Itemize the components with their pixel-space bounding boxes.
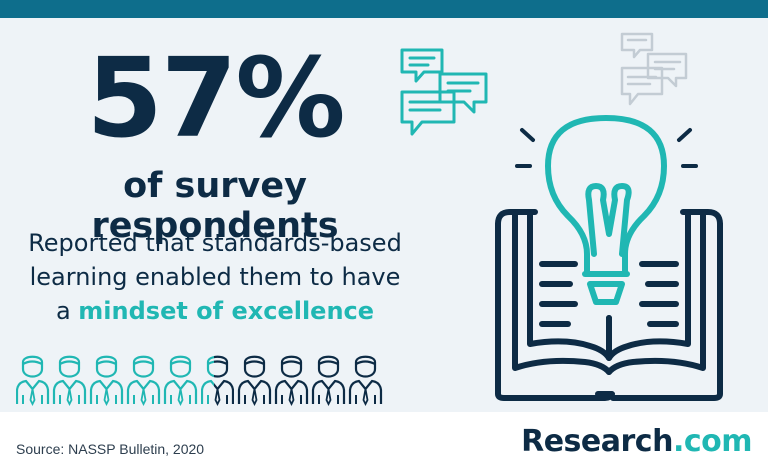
- people-pictogram: [16, 355, 383, 406]
- person-icon: [163, 355, 198, 406]
- description-line-2: learning enabled them to have: [29, 263, 401, 291]
- page-lines-icon: [539, 261, 679, 327]
- lightbulb-icon: [545, 115, 667, 305]
- chat-bubbles-teal-icon: [400, 48, 488, 136]
- description-line-3: a mindset of excellence: [0, 294, 430, 328]
- person-icon: [274, 355, 309, 406]
- person-icon: [237, 355, 272, 406]
- headline-stat: 57%: [86, 34, 345, 162]
- top-bar: [0, 0, 768, 18]
- lightbulb-book-illustration: [400, 32, 723, 401]
- chat-bubbles-grey-icon: [620, 32, 688, 106]
- brand-name: Research: [521, 424, 673, 459]
- brand-suffix: .com: [672, 424, 753, 459]
- person-icon: [89, 355, 124, 406]
- description: Reported that standards-based learning e…: [0, 226, 430, 328]
- description-line-1: Reported that standards-based: [28, 229, 402, 257]
- brand-logo[interactable]: Research.com: [521, 424, 752, 459]
- person-icon: [52, 355, 87, 406]
- description-line-3-prefix: a: [55, 297, 79, 325]
- description-highlight: mindset of excellence: [78, 297, 375, 325]
- source-citation: Source: NASSP Bulletin, 2020: [16, 441, 205, 457]
- person-icon: [126, 355, 161, 406]
- person-icon: [348, 355, 383, 406]
- person-icon: [311, 355, 346, 406]
- light-rays-icon: [515, 128, 698, 168]
- person-icon: [201, 355, 234, 406]
- footer: Source: NASSP Bulletin, 2020 Research.co…: [0, 412, 768, 469]
- headline-subtitle: of survey respondents: [91, 166, 339, 246]
- open-book-icon: [495, 209, 723, 401]
- person-icon: [16, 355, 50, 406]
